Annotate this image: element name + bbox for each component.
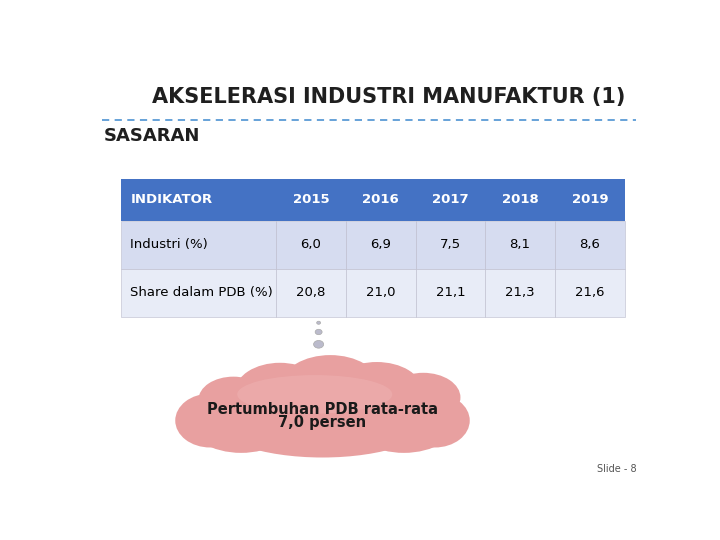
Ellipse shape — [350, 385, 458, 453]
Text: INDIKATOR: INDIKATOR — [130, 193, 212, 206]
FancyBboxPatch shape — [415, 221, 485, 269]
Text: 21,3: 21,3 — [505, 286, 535, 299]
Text: 8,6: 8,6 — [580, 239, 600, 252]
Text: 2016: 2016 — [362, 193, 399, 206]
Ellipse shape — [187, 385, 295, 453]
Ellipse shape — [238, 375, 392, 414]
Text: 6,9: 6,9 — [370, 239, 391, 252]
Text: 7,0 persen: 7,0 persen — [279, 415, 366, 430]
FancyBboxPatch shape — [346, 269, 415, 316]
FancyBboxPatch shape — [121, 269, 276, 316]
Text: Industri (%): Industri (%) — [130, 239, 208, 252]
FancyBboxPatch shape — [485, 269, 555, 316]
Ellipse shape — [235, 363, 325, 421]
Text: AKSELERASI INDUSTRI MANUFAKTUR (1): AKSELERASI INDUSTRI MANUFAKTUR (1) — [152, 87, 625, 107]
Text: 6,0: 6,0 — [300, 239, 321, 252]
Text: 20,8: 20,8 — [296, 286, 325, 299]
FancyBboxPatch shape — [485, 179, 555, 221]
Ellipse shape — [314, 340, 324, 348]
Ellipse shape — [210, 377, 435, 457]
FancyBboxPatch shape — [121, 179, 276, 221]
Ellipse shape — [175, 394, 245, 448]
FancyBboxPatch shape — [415, 269, 485, 316]
FancyBboxPatch shape — [276, 221, 346, 269]
Text: 2019: 2019 — [572, 193, 608, 206]
FancyBboxPatch shape — [555, 221, 625, 269]
Text: 2017: 2017 — [432, 193, 469, 206]
Text: 2015: 2015 — [292, 193, 329, 206]
Text: 7,5: 7,5 — [440, 239, 461, 252]
Text: 21,1: 21,1 — [436, 286, 465, 299]
Ellipse shape — [315, 329, 322, 335]
FancyBboxPatch shape — [276, 179, 346, 221]
FancyBboxPatch shape — [346, 179, 415, 221]
Text: Slide - 8: Slide - 8 — [597, 464, 636, 475]
FancyBboxPatch shape — [555, 179, 625, 221]
Ellipse shape — [400, 394, 469, 448]
Ellipse shape — [199, 377, 269, 423]
FancyBboxPatch shape — [555, 269, 625, 316]
Text: Share dalam PDB (%): Share dalam PDB (%) — [130, 286, 273, 299]
Text: 21,6: 21,6 — [575, 286, 605, 299]
Ellipse shape — [332, 362, 422, 417]
FancyBboxPatch shape — [346, 221, 415, 269]
FancyBboxPatch shape — [485, 221, 555, 269]
FancyBboxPatch shape — [121, 221, 276, 269]
Text: 2018: 2018 — [502, 193, 539, 206]
Text: Pertumbuhan PDB rata-rata: Pertumbuhan PDB rata-rata — [207, 402, 438, 417]
Text: 21,0: 21,0 — [366, 286, 395, 299]
Ellipse shape — [317, 321, 320, 325]
Ellipse shape — [386, 373, 461, 422]
Text: 8,1: 8,1 — [510, 239, 531, 252]
Ellipse shape — [282, 355, 378, 414]
Text: SASARAN: SASARAN — [104, 127, 200, 145]
FancyBboxPatch shape — [276, 269, 346, 316]
FancyBboxPatch shape — [415, 179, 485, 221]
